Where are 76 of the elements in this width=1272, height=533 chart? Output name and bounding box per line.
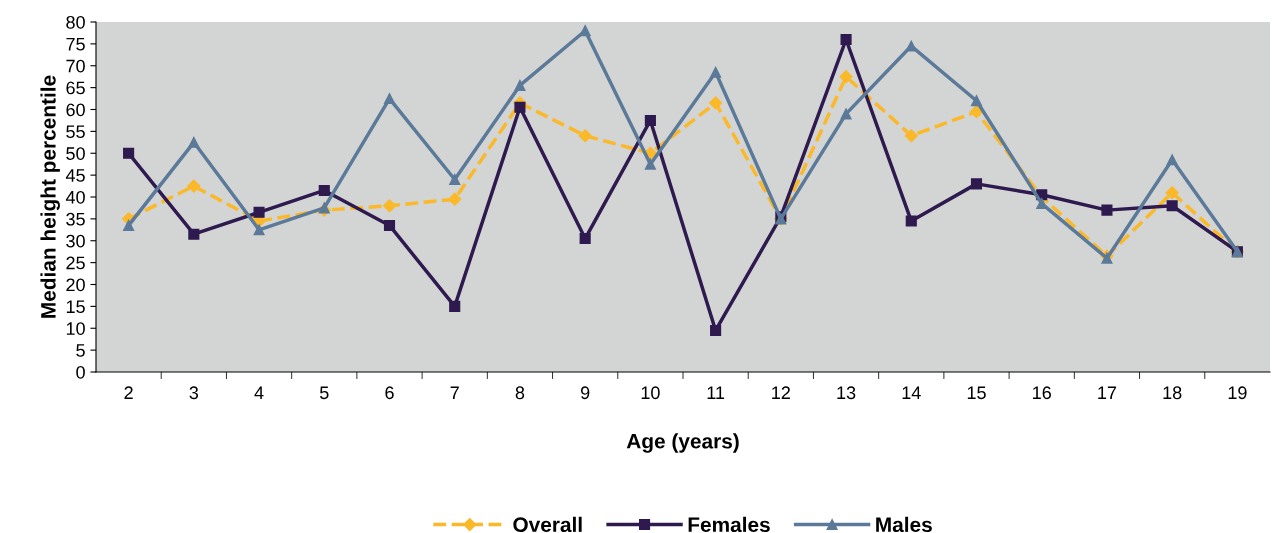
x-tick-label: 17 <box>1098 386 1117 399</box>
y-tick-label: 25 <box>66 256 85 270</box>
y-tick-label: 65 <box>66 81 85 95</box>
y-tick-label: 5 <box>76 344 85 357</box>
point <box>514 101 526 113</box>
y-tick-label: 70 <box>66 59 85 73</box>
point <box>905 215 917 227</box>
y-tick-label: 55 <box>66 125 85 139</box>
x-tick-label: 13 <box>837 386 856 400</box>
point <box>188 228 200 240</box>
y-axis-title: Median height percentile <box>40 75 60 318</box>
y-tick-label: 15 <box>66 300 85 314</box>
point <box>839 70 853 84</box>
point <box>969 105 984 119</box>
point <box>382 199 397 213</box>
point <box>710 66 722 78</box>
y-tick-label: 60 <box>66 103 85 117</box>
x-tick-label: 19 <box>1228 386 1247 400</box>
point <box>709 96 723 110</box>
point <box>187 179 201 193</box>
point <box>514 79 526 91</box>
point <box>448 192 462 206</box>
y-tick-label: 40 <box>65 190 85 204</box>
point <box>123 147 135 159</box>
y-tick-label: 75 <box>66 38 85 51</box>
point <box>1166 154 1178 166</box>
point <box>383 93 396 105</box>
x-tick-label: 6 <box>385 386 394 400</box>
legend-label: Males <box>876 516 932 533</box>
x-tick-label: 14 <box>902 386 921 399</box>
x-tick-label: 9 <box>580 386 590 400</box>
point <box>904 129 918 143</box>
y-tick-label: 45 <box>65 169 85 182</box>
y-tick-label: 20 <box>66 278 85 292</box>
point <box>710 324 722 336</box>
point <box>383 219 396 231</box>
point <box>318 184 330 196</box>
point <box>1165 186 1179 200</box>
y-tick-label: 50 <box>66 147 85 160</box>
y-tick-label: 35 <box>66 212 85 226</box>
x-tick-label: 16 <box>1033 386 1051 400</box>
x-tick-label: 2 <box>124 386 133 399</box>
point <box>449 300 461 312</box>
point <box>578 129 592 143</box>
point <box>840 108 852 120</box>
point <box>644 158 656 170</box>
point <box>253 224 265 236</box>
x-axis-title: Age (years) <box>626 433 739 453</box>
point <box>188 136 200 148</box>
x-tick-label: 18 <box>1163 386 1182 400</box>
point <box>1101 204 1113 216</box>
point <box>579 233 591 245</box>
x-tick-label: 7 <box>450 386 459 399</box>
x-tick-label: 4 <box>254 386 264 399</box>
y-tick-label: 10 <box>66 322 85 335</box>
y-tick-label: 30 <box>66 234 85 248</box>
x-tick-label: 10 <box>641 386 660 400</box>
y-tick-label: 0 <box>76 365 85 379</box>
x-tick-label: 15 <box>967 386 986 400</box>
point <box>644 114 656 126</box>
x-tick-label: 11 <box>707 386 725 399</box>
point <box>253 206 265 218</box>
legend-label: Overall <box>513 516 582 533</box>
x-tick-label: 12 <box>772 386 790 399</box>
y-tick-label: 80 <box>66 15 85 29</box>
point <box>123 219 135 231</box>
point <box>840 33 852 46</box>
point <box>1166 200 1178 212</box>
x-tick-label: 5 <box>319 386 329 400</box>
point <box>449 173 461 186</box>
x-tick-label: 3 <box>189 386 199 400</box>
point <box>905 40 917 52</box>
legend-label: Females <box>688 516 770 533</box>
point <box>970 95 983 107</box>
x-tick-label: 8 <box>515 386 525 400</box>
point <box>970 178 983 190</box>
